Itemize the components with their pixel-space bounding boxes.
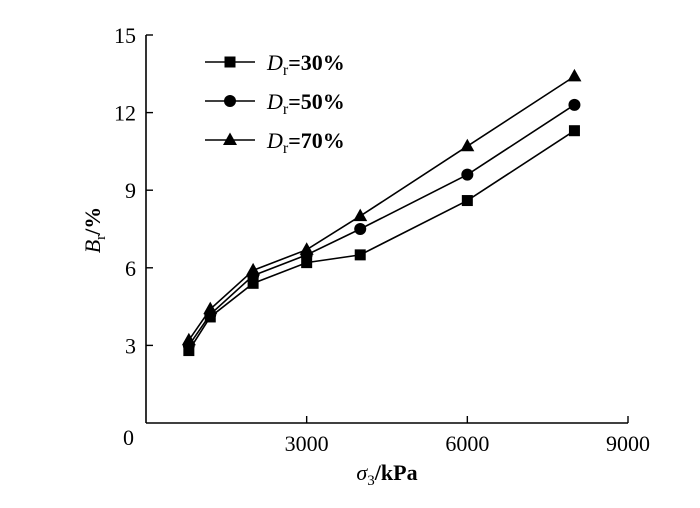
legend-value-1: =30%	[288, 50, 345, 75]
x-tick-label-9000: 9000	[606, 431, 650, 456]
series-1-point-5	[354, 249, 366, 261]
series-3-point-1	[181, 332, 196, 346]
legend-marker-2	[224, 95, 236, 107]
series-1-point-6	[461, 195, 473, 207]
y-tick-label-15: 15	[114, 23, 136, 48]
legend-symbol-2: D	[266, 89, 283, 114]
legend-label-2: Dr=50%	[266, 89, 345, 118]
series-2	[182, 98, 581, 352]
legend: Dr=30%Dr=50%Dr=70%	[205, 50, 345, 157]
origin-label: 0	[123, 425, 134, 450]
series-1	[183, 125, 580, 357]
series-3-point-5	[353, 208, 368, 222]
legend-label-3: Dr=70%	[266, 128, 345, 157]
series-3-point-4	[299, 242, 314, 255]
series-2-point-5	[354, 223, 367, 235]
x-axis-unit: /kPa	[374, 460, 418, 485]
legend-value-2: =50%	[288, 89, 345, 114]
legend-subscript-3: r	[283, 140, 289, 157]
series-1-point-4	[301, 257, 313, 269]
x-axis-subscript: 3	[367, 473, 375, 489]
y-axis-unit: /%	[80, 207, 105, 236]
series-3-point-6	[460, 138, 475, 152]
series-1-point-7	[568, 125, 580, 137]
legend-marker-1	[224, 56, 236, 68]
legend-symbol-1: D	[266, 50, 283, 75]
ticks: 3000 6000 9000 3 6 9 12 15 0	[114, 23, 650, 456]
y-axis-symbol: B	[80, 240, 105, 253]
series-3-point-3	[246, 262, 261, 276]
legend-label-1: Dr=30%	[266, 50, 345, 79]
series-3-point-2	[203, 301, 218, 315]
x-tick-label-3000: 3000	[285, 431, 329, 456]
legend-subscript-1: r	[283, 62, 289, 79]
series-2-point-7	[568, 98, 581, 111]
legend-symbol-3: D	[266, 128, 283, 153]
series-2-point-6	[461, 168, 474, 181]
legend-value-3: =70%	[288, 128, 345, 153]
y-axis-title: Br/%	[80, 207, 109, 254]
axes	[145, 35, 628, 424]
y-tick-label-9: 9	[125, 178, 136, 203]
y-axis-subscript: r	[93, 235, 109, 240]
y-tick-label-3: 3	[125, 333, 136, 358]
series-3	[181, 68, 582, 346]
series-3-point-7	[567, 68, 582, 82]
series-layer	[181, 68, 582, 357]
legend-subscript-2: r	[283, 101, 289, 118]
series-1-line	[188, 130, 575, 352]
y-tick-label-6: 6	[125, 256, 136, 281]
y-tick-label-12: 12	[114, 101, 136, 126]
series-1-point-3	[247, 277, 259, 289]
x-axis-symbol: σ	[356, 460, 368, 485]
series-3-line	[188, 75, 575, 341]
legend-marker-3	[223, 132, 237, 145]
series-2-line	[188, 104, 575, 346]
x-axis-title: σ3/kPa	[356, 460, 417, 489]
x-tick-label-6000: 6000	[445, 431, 489, 456]
